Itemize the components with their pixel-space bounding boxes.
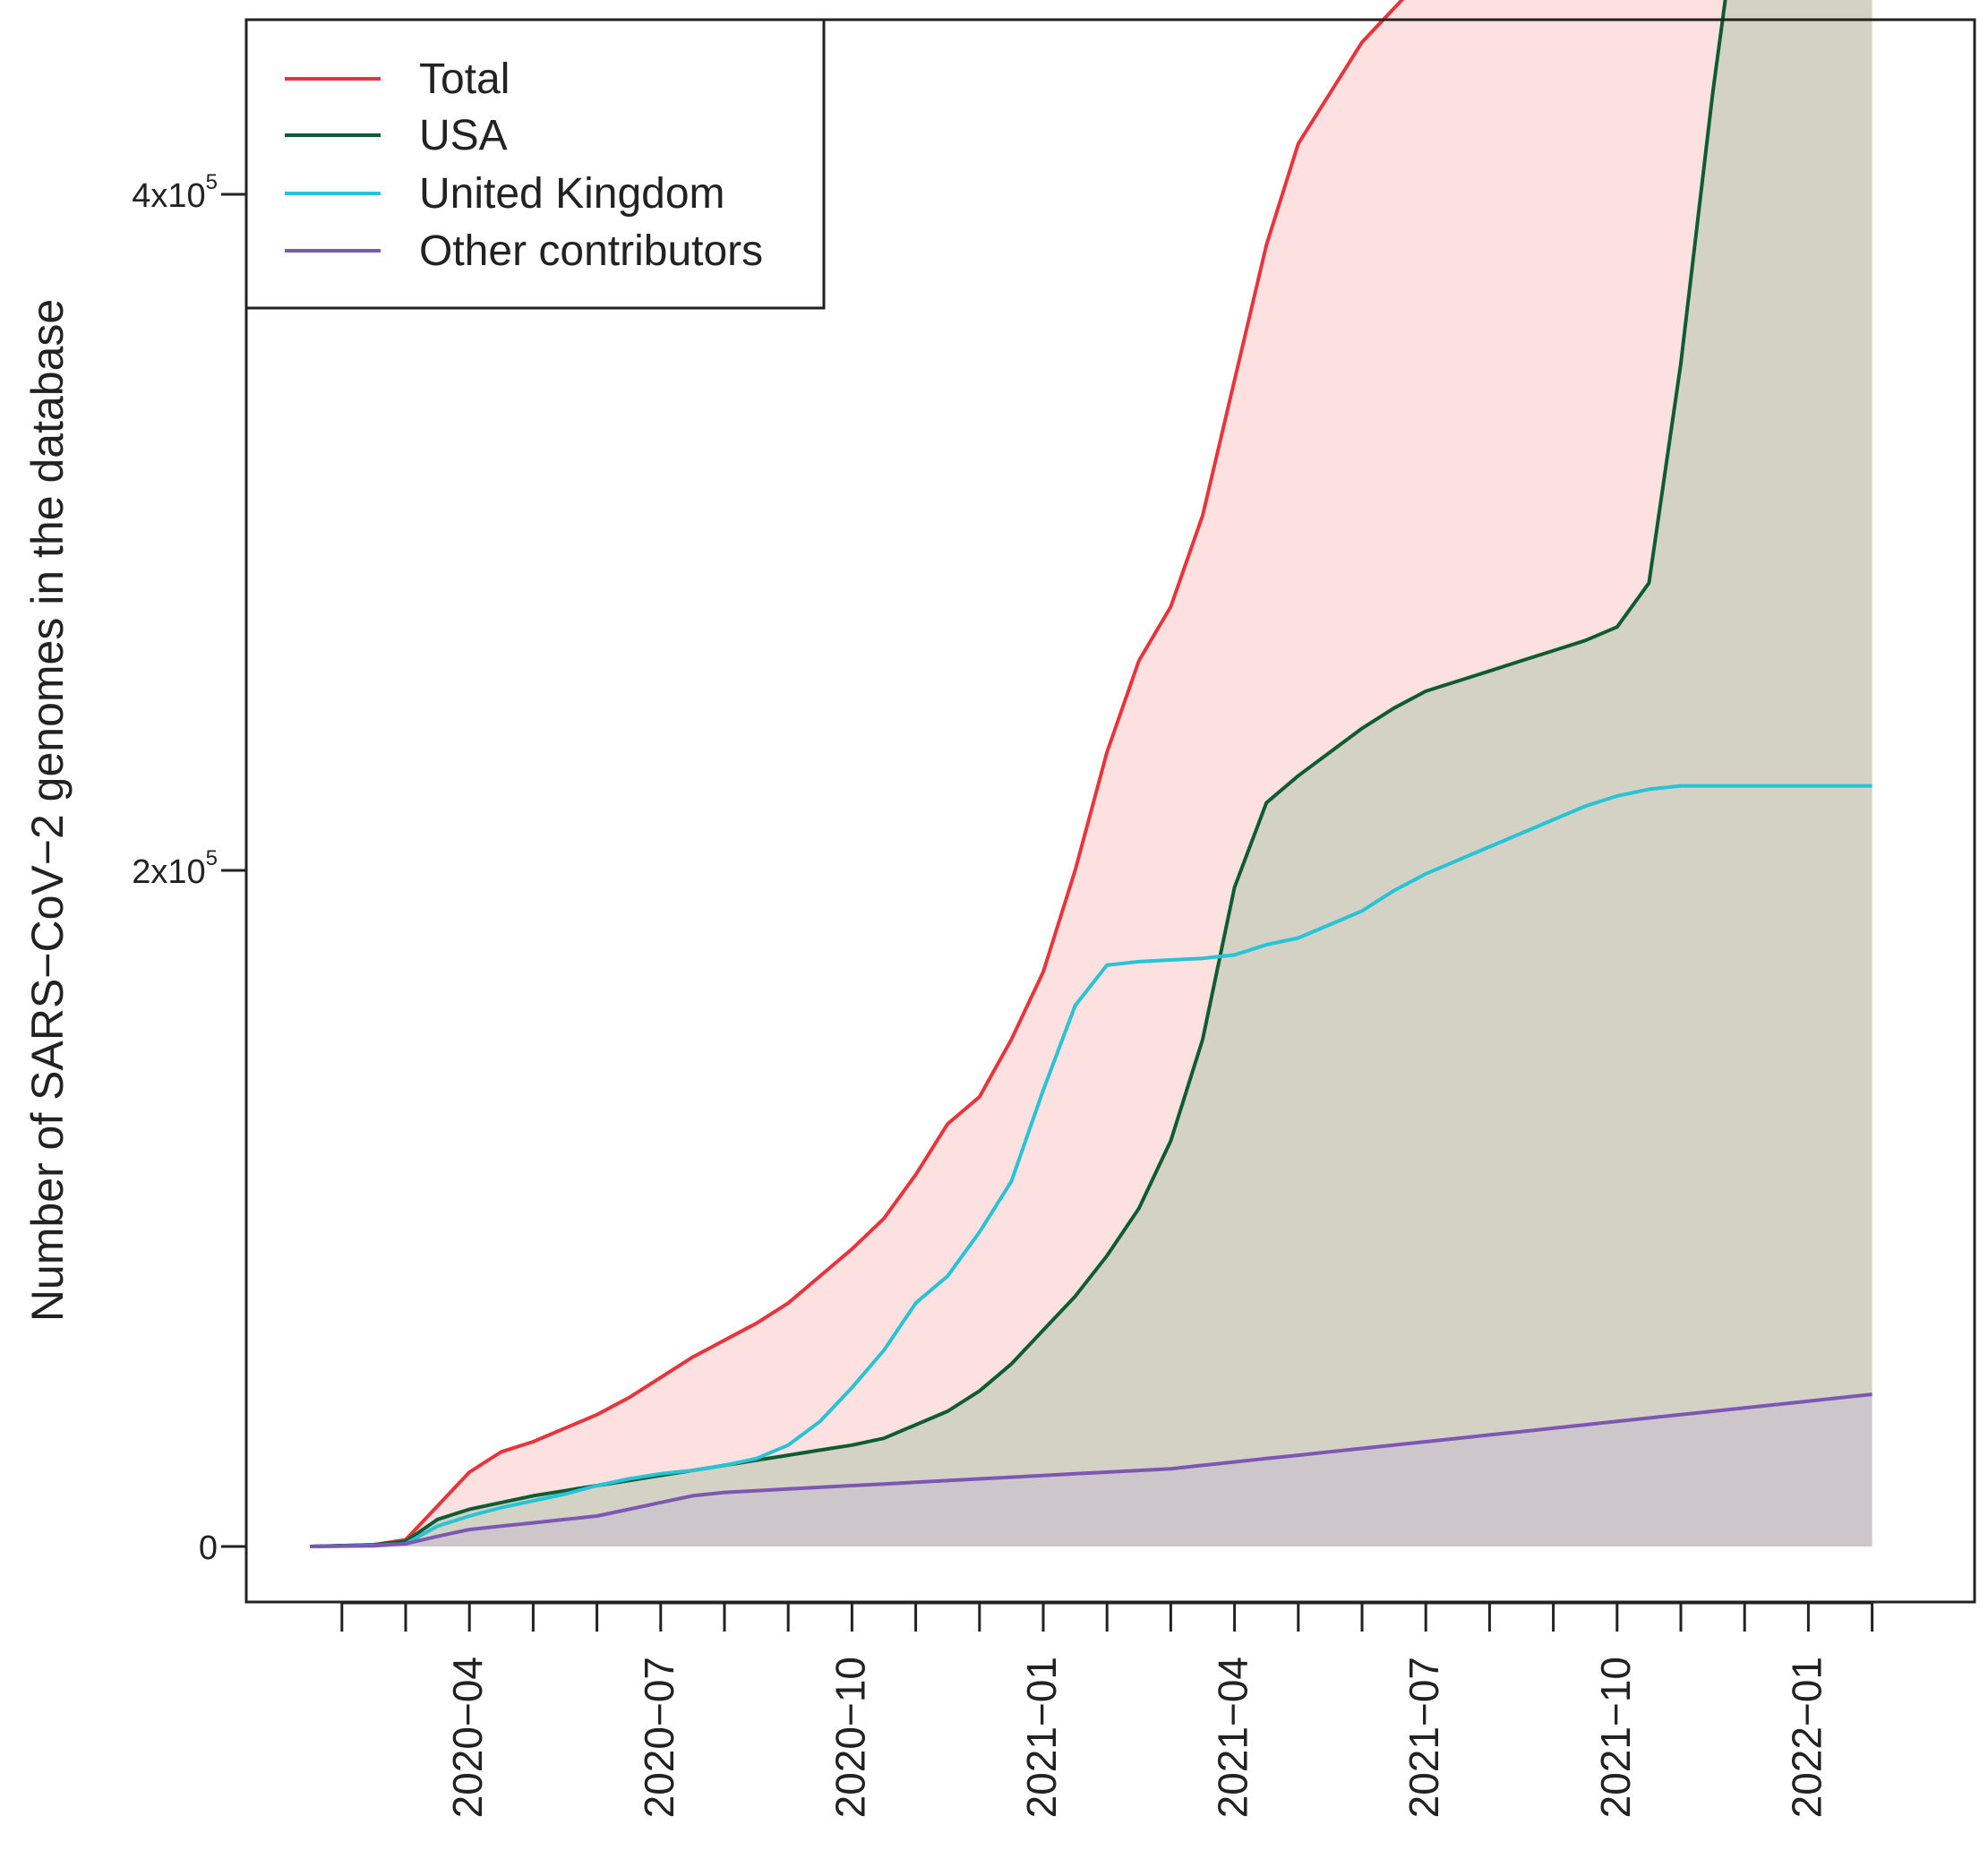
y-axis-label: Number of SARS−CoV−2 genomes in the data…: [22, 299, 73, 1322]
series-lines: [310, 0, 1872, 1548]
x-tick-label: 2021−07: [1401, 1657, 1447, 1818]
x-tick-label: 2022−01: [1783, 1657, 1829, 1818]
legend-label-usa: USA: [419, 112, 508, 159]
x-tick-label: 2021−10: [1592, 1657, 1639, 1818]
line-other-contributors: [310, 1392, 1872, 1548]
x-tick-label: 2020−10: [827, 1657, 873, 1818]
line-united-kingdom: [310, 784, 1872, 1548]
legend-label-total: Total: [419, 56, 510, 103]
area-usa: [310, 0, 1872, 1546]
legend-box: [244, 18, 826, 310]
x-tick-label: 2020−04: [444, 1657, 491, 1818]
legend-label-other-contributors: Other contributors: [419, 227, 763, 275]
legend: Total USA United Kingdom Other contributors: [244, 18, 826, 310]
area-other-contributors: [310, 1394, 1872, 1546]
legend-label-united-kingdom: United Kingdom: [419, 170, 725, 218]
x-tick-label: 2020−07: [636, 1657, 682, 1818]
y-tick-label: 2x105: [132, 846, 218, 891]
y-axis: 02x1054x1056x1058x105: [132, 170, 246, 1567]
area-fills: [310, 0, 1872, 1546]
x-tick-label: 2021−04: [1210, 1657, 1256, 1818]
y-tick-label: 0: [199, 1529, 218, 1567]
x-axis: 2020−04 2020−07 2020−10 2021−01 2021−04 2021−…: [340, 1601, 1874, 1818]
line-total: [310, 0, 1405, 1548]
x-tick-label: 2021−01: [1018, 1657, 1065, 1818]
y-tick-label: 4x105: [132, 170, 218, 215]
